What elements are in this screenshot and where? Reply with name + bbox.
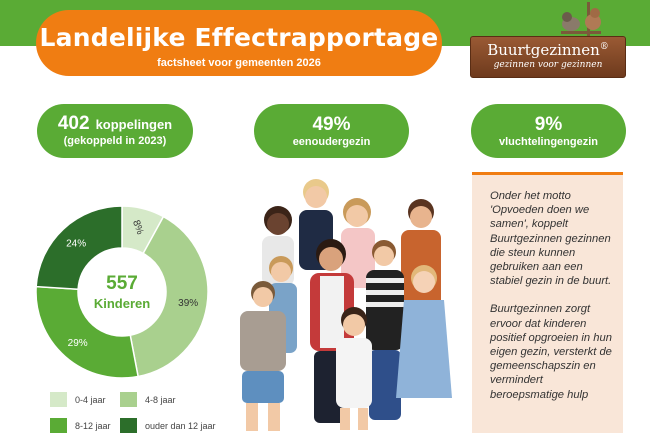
single-parent-label: eenoudergezin (292, 136, 371, 148)
couplings-note: (gekoppeld in 2023) (63, 135, 167, 147)
child-mid-3 (366, 240, 404, 420)
logo-registered-mark: ® (599, 42, 609, 52)
page-title: Landelijke Effectrapportage (39, 23, 439, 52)
logo-name: Buurtgezinnen (487, 41, 600, 59)
stat-couplings: 402 koppelingen (gekoppeld in 2023) (37, 104, 193, 158)
couplings-number: 402 (57, 113, 90, 134)
donut-slice-2 (35, 285, 139, 379)
page-subtitle: factsheet voor gemeenten 2026 (157, 57, 321, 69)
legend-label-0: 0-4 jaar (75, 394, 106, 405)
legend-item-3: ouder dan 12 jaar (120, 418, 216, 433)
sidebar-info-box: Onder het motto 'Opvoeden doen we samen'… (472, 172, 623, 433)
age-donut-chart: 557 Kinderen 8% 39% 29% 24% (35, 205, 209, 379)
legend-label-1: 4-8 jaar (145, 394, 176, 405)
donut-label-2: 29% (68, 338, 88, 349)
logo-tagline: gezinnen voor gezinnen (493, 60, 603, 70)
donut-center-value: 557 (106, 273, 138, 294)
sidebar-paragraph-2: Buurtgezinnen zorgt ervoor dat kinderen … (490, 303, 612, 401)
legend-item-0: 0-4 jaar (50, 392, 106, 407)
legend-swatch-2 (50, 418, 67, 433)
sidebar-paragraph-1: Onder het motto 'Opvoeden doen we samen'… (490, 190, 612, 288)
donut-slice-1 (129, 215, 209, 378)
donut-label-3: 24% (66, 239, 86, 250)
legend-item-1: 4-8 jaar (120, 392, 176, 407)
child-front-1 (240, 281, 286, 431)
donut-slice-3 (35, 205, 123, 291)
donut-hole (78, 248, 166, 336)
buurtgezinnen-logo[interactable]: Buurtgezinnen® gezinnen voor gezinnen (470, 36, 626, 78)
donut-label-0: 8% (130, 219, 145, 236)
couplings-label: koppelingen (95, 117, 173, 132)
refugee-value: 9% (534, 114, 563, 135)
stat-refugee: 9% vluchtelingengezin (471, 104, 626, 158)
child-mid-4 (396, 265, 452, 398)
child-front-2 (336, 307, 372, 430)
donut-center-label: Kinderen (94, 296, 150, 311)
refugee-label: vluchtelingengezin (498, 136, 598, 148)
legend-item-2: 8-12 jaar (50, 418, 111, 433)
child-back-3 (341, 198, 375, 288)
children-group-photo (240, 179, 452, 431)
legend-label-3: ouder dan 12 jaar (145, 420, 216, 431)
legend-swatch-1 (120, 392, 137, 407)
birds-logo-icon (561, 2, 601, 40)
chart-legend: 0-4 jaar 4-8 jaar 8-12 jaar ouder dan 12 ja… (50, 390, 250, 433)
legend-swatch-3 (120, 418, 137, 433)
legend-swatch-0 (50, 392, 67, 407)
stat-single-parent: 49% eenoudergezin (254, 104, 409, 158)
donut-label-1: 39% (178, 298, 198, 309)
title-banner: Landelijke Effectrapportage factsheet vo… (36, 10, 442, 76)
legend-label-2: 8-12 jaar (75, 420, 111, 431)
single-parent-value: 49% (312, 114, 351, 135)
